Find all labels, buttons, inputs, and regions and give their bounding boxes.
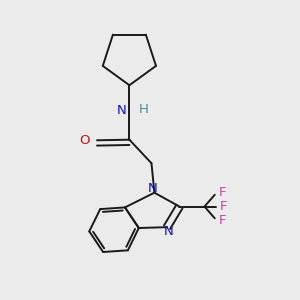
Text: F: F [220,200,227,213]
Text: N: N [164,225,173,238]
Text: H: H [139,103,148,116]
Text: F: F [218,186,226,199]
Text: F: F [218,214,226,227]
Text: N: N [148,182,158,195]
Text: N: N [117,104,127,117]
Text: O: O [79,134,90,147]
